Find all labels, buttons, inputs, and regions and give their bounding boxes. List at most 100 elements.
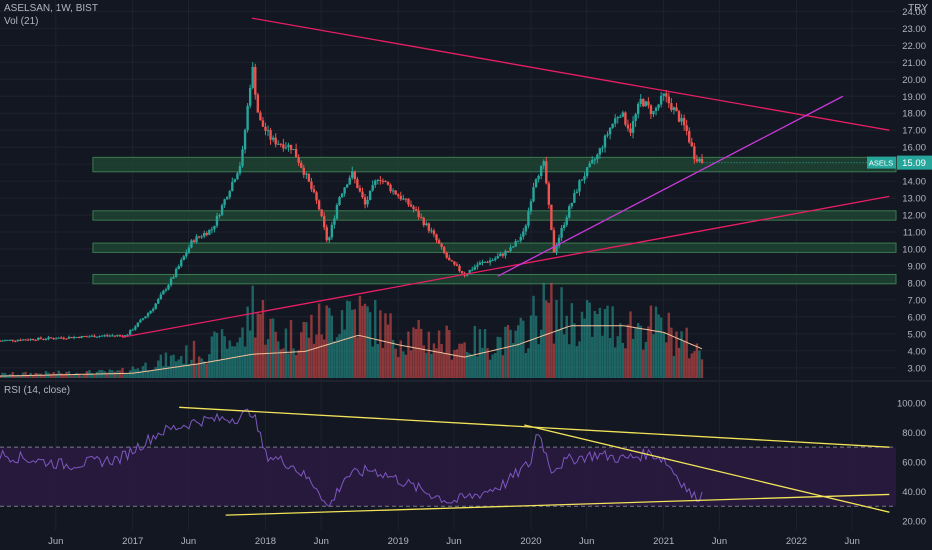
rsi-band (0, 447, 896, 507)
price-tick-label: 22.00 (902, 41, 926, 52)
time-tick-label: 2020 (520, 536, 541, 547)
candle-body (573, 193, 576, 203)
volume-bar (430, 353, 433, 378)
volume-bar (626, 324, 630, 378)
candle-body (412, 206, 415, 210)
candle-body (557, 237, 561, 246)
volume-bar (356, 337, 359, 378)
volume-bar (591, 336, 594, 378)
volume-bar (598, 307, 602, 378)
volume-bar (251, 285, 254, 378)
price-tick-label: 6.00 (908, 312, 927, 323)
volume-bar (14, 375, 17, 378)
price-tick-label: 17.00 (902, 126, 926, 137)
candle-body (575, 191, 579, 194)
volume-bar (317, 303, 321, 378)
candle-body (430, 230, 433, 232)
volume-bar (151, 370, 155, 378)
volume-bar (534, 315, 538, 378)
volume-bar (409, 350, 413, 378)
candle-body (118, 335, 122, 337)
candle-body (644, 101, 648, 107)
price-tick-label: 5.00 (908, 329, 927, 340)
volume-bar (476, 356, 479, 378)
volume-bar (345, 300, 349, 378)
symbol-title[interactable]: ASELSAN, 1W, BIST (4, 3, 98, 14)
volume-bar (335, 337, 339, 378)
candle-body (478, 262, 482, 265)
candle-body (266, 130, 270, 132)
candle-body (85, 336, 88, 338)
volume-bar (54, 373, 58, 378)
candle-body (236, 173, 239, 180)
candle-body (131, 329, 134, 331)
candle-body (317, 200, 321, 210)
candle-body (67, 336, 71, 339)
support-resistance-zone (92, 156, 897, 173)
volume-bar (680, 331, 683, 378)
volume-bar (95, 371, 99, 378)
price-tick-label: 21.00 (902, 58, 926, 69)
volume-bar (131, 366, 134, 378)
candle-body (450, 260, 454, 262)
volume-indicator-label[interactable]: Vol (21) (4, 16, 39, 27)
candle-body (1, 340, 4, 342)
volume-bar (700, 359, 704, 378)
volume-bar (522, 320, 525, 378)
candle-body (65, 338, 68, 340)
candle-body (248, 87, 252, 106)
volume-bar (26, 374, 30, 378)
volume-bar (491, 354, 494, 378)
candle-body (21, 339, 25, 341)
candle-body (537, 175, 540, 180)
volume-bar (271, 318, 275, 378)
volume-bar (162, 366, 165, 378)
rsi-indicator-label[interactable]: RSI (14, close) (4, 385, 71, 396)
volume-bar (282, 348, 285, 378)
volume-bar (106, 372, 109, 378)
candle-body (302, 167, 305, 175)
volume-bar (116, 370, 119, 378)
candle-body (527, 211, 530, 226)
candle-body (700, 158, 704, 163)
volume-bar (190, 359, 193, 378)
volume-bar (397, 356, 400, 378)
candle-body (243, 129, 247, 150)
volume-bar (39, 373, 43, 378)
candle-body (601, 147, 604, 149)
candle-body (562, 224, 566, 228)
volume-bar (524, 352, 528, 378)
volume-bar (83, 374, 86, 378)
candle-body (231, 181, 234, 192)
candle-body (353, 171, 357, 180)
candle-body (598, 148, 602, 155)
price-tick-label: 19.00 (902, 92, 926, 103)
candle-body (552, 230, 556, 253)
rsi-tick-label: 60.00 (902, 457, 926, 468)
volume-bar (174, 361, 178, 378)
candle-body (391, 190, 395, 192)
volume-bar (139, 370, 142, 378)
volume-bar (49, 373, 53, 378)
volume-bar (483, 329, 487, 378)
volume-bar (601, 335, 604, 378)
volume-bar (277, 341, 280, 378)
price-tick-label: 3.00 (908, 363, 927, 374)
candle-body (445, 252, 448, 258)
candle-body (37, 337, 40, 341)
candle-body (149, 310, 152, 314)
volume-bar (616, 336, 619, 378)
volume-bar (90, 373, 94, 378)
volume-bar (619, 323, 622, 378)
volume-bar (570, 303, 574, 378)
volume-bar (264, 344, 267, 378)
candle-body (19, 339, 22, 341)
rsi-tick-label: 20.00 (902, 517, 926, 528)
volume-bar (60, 373, 63, 378)
candle-body (529, 201, 533, 212)
volume-bar (31, 375, 35, 378)
volume-bar (19, 374, 22, 378)
candle-body (680, 118, 683, 122)
candle-body (271, 137, 275, 140)
